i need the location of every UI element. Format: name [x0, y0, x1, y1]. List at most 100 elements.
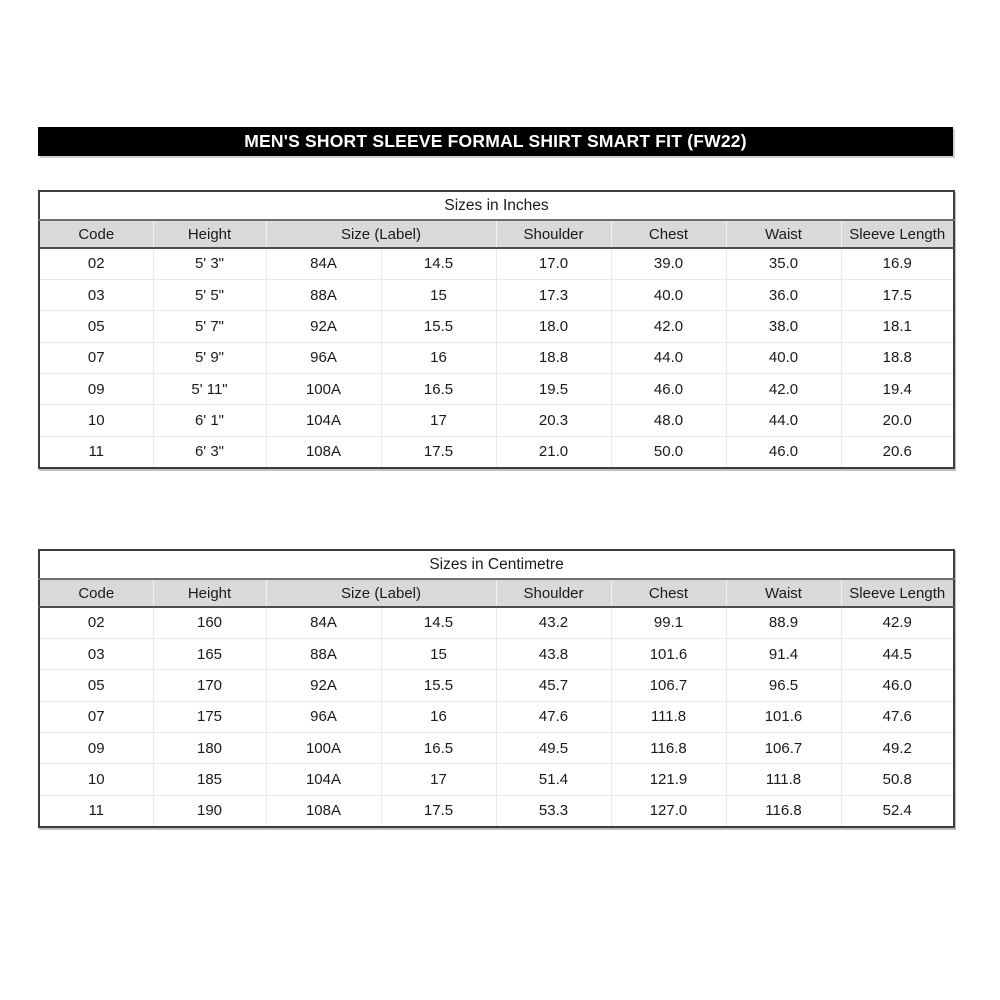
table-cell: 36.0	[726, 279, 842, 312]
table-cell: 5' 9"	[153, 342, 267, 375]
table-cell: 46.0	[611, 373, 727, 406]
table-row: 03 5' 5" 88A 15 17.3 40.0 36.0 17.5	[39, 279, 954, 312]
table-cell: 48.0	[611, 404, 727, 437]
table-cell: 45.7	[496, 669, 612, 702]
table-row: 10 6' 1" 104A 17 20.3 48.0 44.0 20.0	[39, 404, 954, 437]
sizes-in-centimetre-section: Sizes in Centimetre Code Height Size (La…	[38, 549, 956, 828]
table-cell: 17.5	[841, 279, 954, 312]
table-cell: 17.5	[381, 436, 497, 468]
table-row: 03 165 88A 15 43.8 101.6 91.4 44.5	[39, 638, 955, 671]
table-cell: 6' 1"	[153, 404, 267, 437]
table-cell: 96A	[266, 342, 382, 375]
table-row: 05 170 92A 15.5 45.7 106.7 96.5 46.0	[39, 669, 955, 702]
table-cell: 49.2	[841, 732, 955, 765]
table-cell: 15	[381, 638, 497, 671]
table-cell: 5' 11"	[153, 373, 267, 406]
column-header-shoulder: Shoulder	[496, 579, 612, 608]
table-cell: 03	[39, 638, 154, 671]
column-header-size-label: Size (Label)	[266, 220, 497, 249]
table-cell: 38.0	[726, 310, 842, 343]
table-cell: 19.5	[496, 373, 612, 406]
table-cell: 43.2	[496, 607, 612, 639]
table-cell: 11	[39, 436, 154, 468]
table-cell: 88A	[266, 638, 382, 671]
table-title: Sizes in Centimetre	[39, 550, 955, 580]
product-title: MEN'S SHORT SLEEVE FORMAL SHIRT SMART FI…	[244, 131, 747, 151]
table-row: 09 5' 11" 100A 16.5 19.5 46.0 42.0 19.4	[39, 373, 954, 406]
table-cell: 106.7	[611, 669, 727, 702]
table-cell: 20.0	[841, 404, 954, 437]
table-cell: 50.8	[841, 763, 955, 796]
column-header-waist: Waist	[726, 220, 842, 249]
table-cell: 35.0	[726, 248, 842, 280]
table-cell: 111.8	[726, 763, 842, 796]
column-header-code: Code	[39, 579, 154, 608]
table-cell: 88A	[266, 279, 382, 312]
table-cell: 190	[153, 795, 267, 827]
table-row: 09 180 100A 16.5 49.5 116.8 106.7 49.2	[39, 732, 955, 765]
table-cell: 6' 3"	[153, 436, 267, 468]
table-header-row: Code Height Size (Label) Shoulder Chest …	[39, 220, 954, 249]
table-cell: 10	[39, 763, 154, 796]
table-cell: 108A	[266, 436, 382, 468]
table-cell: 16	[381, 701, 497, 734]
table-cell: 101.6	[726, 701, 842, 734]
table-cell: 47.6	[841, 701, 955, 734]
table-row: 02 5' 3" 84A 14.5 17.0 39.0 35.0 16.9	[39, 248, 954, 280]
table-body: 02 160 84A 14.5 43.2 99.1 88.9 42.9 03 165 88A 15 43…	[39, 607, 955, 827]
table-cell: 11	[39, 795, 154, 827]
table-title-row: Sizes in Inches	[39, 191, 954, 221]
table-row: 07 175 96A 16 47.6 111.8 101.6 47.6	[39, 701, 955, 734]
table-cell: 14.5	[381, 248, 497, 280]
table-cell: 18.1	[841, 310, 954, 343]
table-cell: 5' 3"	[153, 248, 267, 280]
table-cell: 46.0	[841, 669, 955, 702]
table-cell: 03	[39, 279, 154, 312]
table-cell: 180	[153, 732, 267, 765]
table-cell: 5' 5"	[153, 279, 267, 312]
table-cell: 42.0	[611, 310, 727, 343]
table-cell: 39.0	[611, 248, 727, 280]
table-cell: 51.4	[496, 763, 612, 796]
table-cell: 127.0	[611, 795, 727, 827]
table-cell: 15	[381, 279, 497, 312]
table-cell: 17.0	[496, 248, 612, 280]
table-cell: 16.9	[841, 248, 954, 280]
sizes-in-inches-table: Sizes in Inches Code Height Size (Label)…	[38, 190, 955, 469]
column-header-chest: Chest	[611, 220, 727, 249]
column-header-height: Height	[153, 220, 267, 249]
table-cell: 165	[153, 638, 267, 671]
sizes-in-centimetre-table: Sizes in Centimetre Code Height Size (La…	[38, 549, 956, 828]
table-cell: 17.3	[496, 279, 612, 312]
table-title-row: Sizes in Centimetre	[39, 550, 955, 580]
table-cell: 52.4	[841, 795, 955, 827]
table-cell: 16.5	[381, 373, 497, 406]
table-cell: 49.5	[496, 732, 612, 765]
table-cell: 05	[39, 669, 154, 702]
column-header-height: Height	[153, 579, 267, 608]
column-header-size-label: Size (Label)	[266, 579, 497, 608]
table-cell: 53.3	[496, 795, 612, 827]
table-cell: 44.0	[611, 342, 727, 375]
table-cell: 50.0	[611, 436, 727, 468]
table-cell: 18.0	[496, 310, 612, 343]
column-header-sleeve-length: Sleeve Length	[841, 220, 954, 249]
table-cell: 09	[39, 732, 154, 765]
table-cell: 44.5	[841, 638, 955, 671]
table-row: 10 185 104A 17 51.4 121.9 111.8 50.8	[39, 763, 955, 796]
table-row: 11 190 108A 17.5 53.3 127.0 116.8 52.4	[39, 795, 955, 827]
product-title-banner: MEN'S SHORT SLEEVE FORMAL SHIRT SMART FI…	[38, 127, 953, 156]
table-cell: 17	[381, 404, 497, 437]
sizes-in-inches-section: Sizes in Inches Code Height Size (Label)…	[38, 190, 955, 469]
table-row: 05 5' 7" 92A 15.5 18.0 42.0 38.0 18.1	[39, 310, 954, 343]
table-cell: 17.5	[381, 795, 497, 827]
table-cell: 96A	[266, 701, 382, 734]
table-cell: 17	[381, 763, 497, 796]
table-cell: 20.6	[841, 436, 954, 468]
table-cell: 92A	[266, 310, 382, 343]
table-cell: 88.9	[726, 607, 842, 639]
table-cell: 91.4	[726, 638, 842, 671]
table-cell: 05	[39, 310, 154, 343]
table-cell: 108A	[266, 795, 382, 827]
table-cell: 84A	[266, 248, 382, 280]
